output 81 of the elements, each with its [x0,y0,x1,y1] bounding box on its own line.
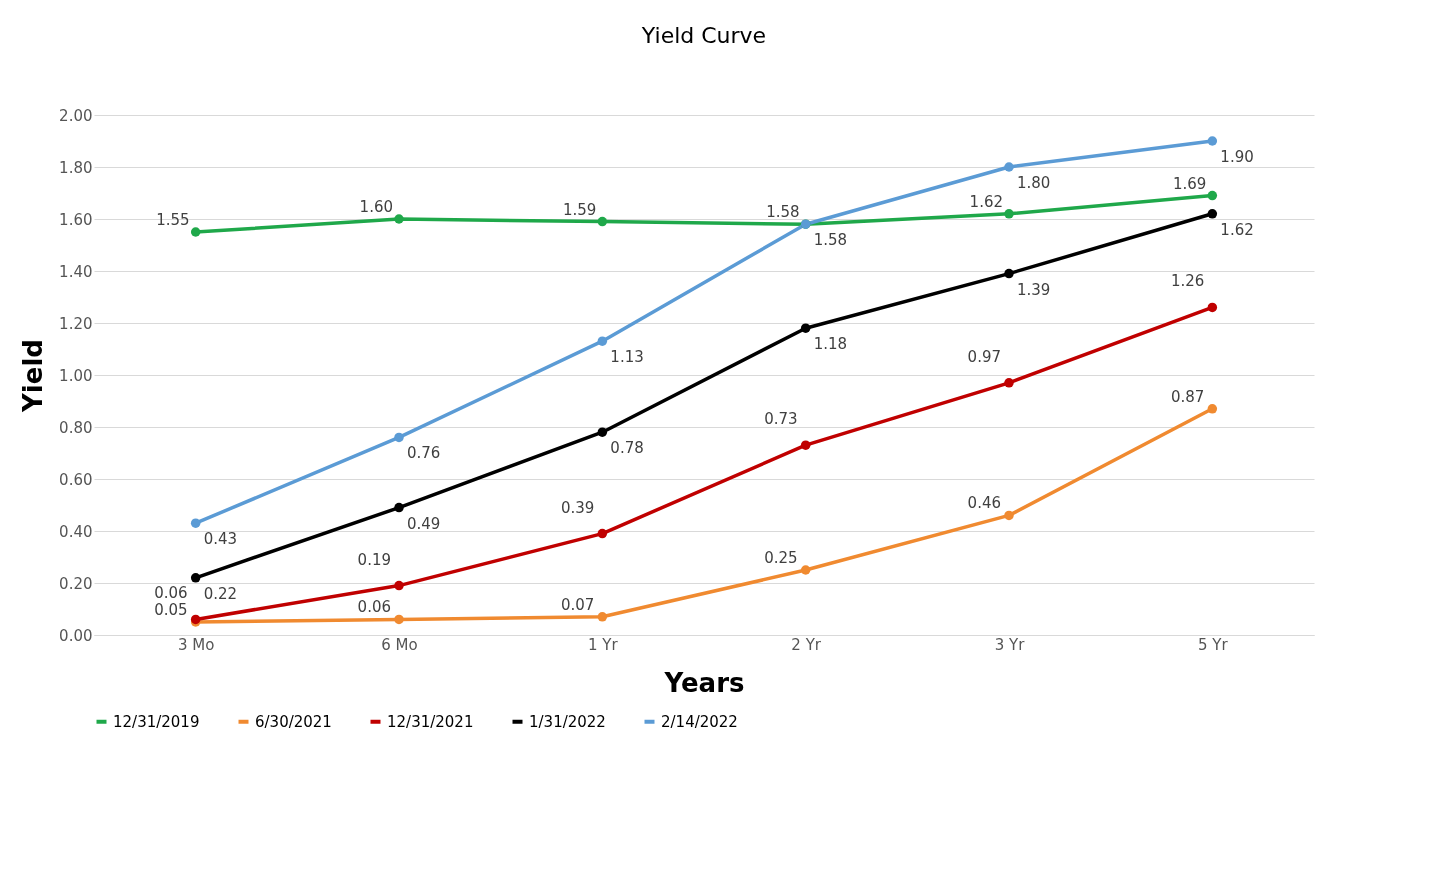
data-label: 0.22 [203,584,238,603]
data-label: 0.78 [610,439,644,458]
y-tick-label: 0.20 [59,574,93,593]
data-label: 0.05 [154,601,188,619]
point [597,427,608,437]
y-tick-label: 1.60 [59,210,93,229]
point [1004,268,1014,279]
data-label: 0.87 [1170,387,1205,406]
data-label: 0.39 [560,498,595,517]
x-tick-label: 6 Mo [381,635,418,654]
point [800,323,811,333]
y-tick-label: 0.00 [59,626,93,645]
y-tick-label: 1.00 [59,366,93,385]
x-tick-label: 2 Yr [791,635,822,654]
data-label: 0.76 [407,444,441,463]
data-label: 0.06 [357,598,391,617]
data-label: 0.06 [154,584,188,603]
point [394,214,404,224]
point [394,432,404,443]
x-tick-label: 3 Yr [994,635,1026,654]
data-label: 0.07 [560,595,595,614]
data-label: 1.58 [813,231,848,250]
y-tick-label: 0.60 [59,470,93,489]
legend-label: 2/14/2022 [661,712,738,731]
data-label: 1.18 [813,335,848,354]
point [1004,209,1014,219]
data-label: 1.60 [359,198,393,216]
legend-label: 12/31/2021 [387,712,474,731]
data-label: 1.62 [969,192,1003,211]
point [1207,190,1218,201]
point [800,565,811,575]
data-label: 1.62 [1220,220,1254,239]
point [597,216,608,227]
data-label: 0.19 [357,550,391,569]
data-label: 1.55 [156,211,190,229]
data-label: 1.69 [1172,174,1207,193]
data-label: 0.49 [407,514,441,533]
point [190,573,201,583]
data-label: 1.26 [1170,272,1205,291]
point [394,614,404,625]
y-axis-title: Yield [18,339,49,413]
point [1207,136,1218,146]
y-tick-label: 0.40 [59,522,93,541]
point [597,612,608,622]
point [394,502,404,513]
data-label: 1.58 [766,203,800,222]
y-tick-label: 0.80 [59,418,93,437]
point [597,528,608,539]
point [190,227,201,237]
data-label: 0.46 [967,494,1001,513]
legend-label: 6/30/2021 [255,712,332,731]
point [597,336,608,346]
point [1004,378,1014,388]
x-tick-label: 5 Yr [1198,635,1229,654]
point [394,580,404,591]
y-tick-label: 1.40 [59,262,93,281]
data-label: 1.80 [1017,174,1051,192]
data-label: 1.59 [562,200,597,219]
data-label: 0.25 [764,549,798,567]
y-tick-label: 2.00 [59,106,93,125]
y-tick-label: 1.20 [59,314,93,333]
data-label: 0.43 [203,530,238,549]
data-label: 0.97 [967,347,1001,366]
x-axis-title: Years [663,667,745,698]
chart-title: Yield Curve [640,23,767,48]
data-label: 1.90 [1220,148,1254,166]
data-label: 1.39 [1017,280,1051,299]
point [1207,404,1218,414]
point [1004,510,1014,521]
point [1004,162,1014,172]
x-tick-label: 1 Yr [588,635,619,654]
data-label: 0.73 [764,410,798,429]
point [800,440,811,450]
point [1207,209,1218,219]
legend-label: 1/31/2022 [529,712,606,731]
point [190,518,201,528]
point [1207,302,1218,313]
legend-label: 12/31/2019 [113,712,200,731]
y-tick-label: 1.80 [59,158,93,177]
x-tick-label: 3 Mo [177,635,215,654]
data-label: 1.13 [610,348,644,367]
